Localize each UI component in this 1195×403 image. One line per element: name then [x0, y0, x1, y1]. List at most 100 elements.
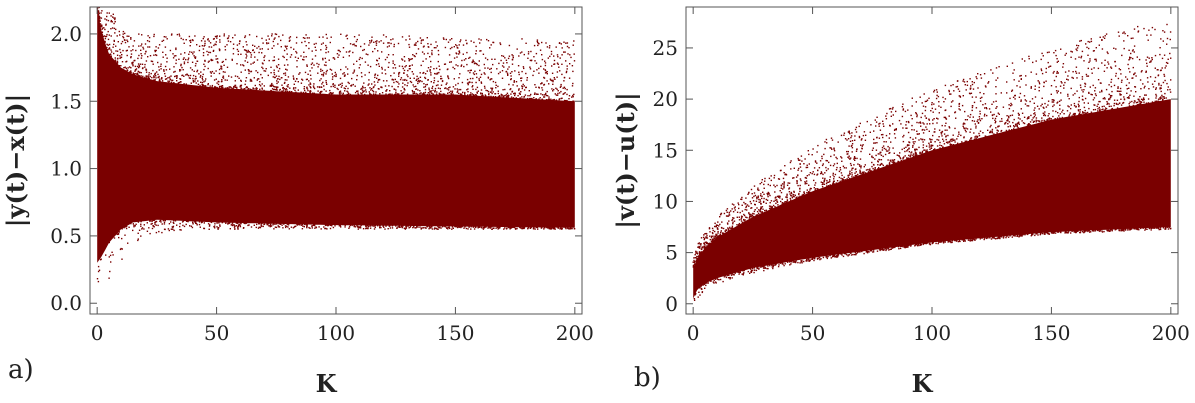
scatter-point — [339, 77, 342, 80]
scatter-point — [374, 76, 376, 79]
scatter-point — [947, 141, 949, 143]
scatter-point — [244, 88, 246, 90]
scatter-point — [934, 148, 936, 150]
scatter-point — [751, 267, 754, 270]
scatter-point — [979, 100, 982, 102]
scatter-point — [798, 193, 800, 196]
scatter-point — [432, 93, 434, 95]
scatter-point — [1147, 39, 1149, 41]
scatter-point — [757, 196, 759, 199]
scatter-point — [280, 223, 282, 225]
scatter-point — [1107, 63, 1110, 65]
scatter-point — [347, 93, 349, 96]
scatter-point — [761, 179, 763, 181]
scatter-point — [1056, 70, 1058, 73]
scatter-point — [420, 92, 422, 94]
scatter-point — [556, 62, 559, 64]
scatter-point — [449, 86, 451, 88]
scatter-point — [1019, 118, 1021, 120]
scatter-point — [141, 63, 144, 65]
scatter-point — [174, 75, 176, 78]
scatter-point — [756, 196, 758, 198]
scatter-point — [1102, 36, 1104, 38]
scatter-point — [780, 187, 782, 189]
scatter-point — [118, 231, 120, 233]
scatter-point — [949, 144, 952, 146]
scatter-point — [743, 201, 745, 204]
scatter-point — [1107, 61, 1109, 63]
scatter-point — [837, 254, 840, 256]
scatter-point — [108, 48, 111, 50]
scatter-point — [1169, 52, 1171, 55]
scatter-point — [1080, 86, 1082, 89]
scatter-point — [207, 54, 209, 56]
scatter-point — [727, 227, 729, 229]
scatter-point — [533, 93, 536, 95]
scatter-point — [412, 225, 415, 227]
scatter-point — [355, 40, 358, 43]
scatter-point — [174, 70, 176, 73]
scatter-point — [511, 226, 513, 229]
scatter-point — [491, 92, 493, 95]
scatter-point — [932, 144, 934, 147]
scatter-point — [887, 247, 890, 250]
scatter-point — [774, 264, 777, 266]
scatter-point — [145, 60, 148, 62]
scatter-point — [138, 75, 141, 77]
scatter-point — [255, 70, 257, 72]
scatter-point — [372, 89, 374, 92]
scatter-point — [1063, 84, 1065, 86]
scatter-point — [893, 133, 896, 135]
scatter-point — [763, 187, 765, 189]
scatter-point — [947, 134, 949, 137]
scatter-point — [693, 259, 695, 262]
scatter-point — [997, 236, 999, 239]
scatter-point — [424, 73, 427, 75]
scatter-point — [395, 93, 397, 95]
scatter-point — [290, 226, 293, 228]
scatter-point — [267, 223, 270, 225]
scatter-point — [469, 56, 471, 59]
scatter-point — [274, 37, 276, 39]
scatter-point — [107, 44, 109, 46]
scatter-point — [437, 49, 440, 52]
scatter-point — [1016, 125, 1018, 128]
scatter-point — [1111, 95, 1113, 97]
scatter-point — [312, 92, 314, 94]
scatter-point — [263, 223, 266, 225]
scatter-point — [447, 41, 450, 43]
scatter-point — [195, 75, 197, 78]
scatter-point — [695, 250, 697, 253]
scatter-point — [902, 140, 905, 143]
scatter-point — [1095, 58, 1097, 60]
scatter-point — [120, 247, 122, 250]
scatter-point — [401, 226, 403, 228]
scatter-point — [216, 86, 218, 89]
scatter-point — [339, 91, 341, 93]
scatter-point — [415, 85, 417, 88]
scatter-point — [144, 43, 147, 45]
scatter-point — [113, 39, 115, 42]
scatter-point — [1087, 102, 1089, 104]
scatter-point — [963, 122, 965, 124]
scatter-point — [440, 75, 442, 78]
scatter-point — [962, 95, 964, 97]
scatter-point — [760, 203, 762, 205]
scatter-point — [948, 127, 951, 129]
scatter-point — [431, 53, 433, 56]
scatter-point — [250, 54, 253, 56]
scatter-point — [196, 70, 198, 73]
scatter-point — [848, 130, 850, 132]
scatter-point — [908, 144, 910, 146]
scatter-point — [463, 59, 466, 61]
scatter-point — [301, 223, 303, 226]
scatter-point — [186, 74, 189, 76]
scatter-point — [1094, 230, 1097, 232]
scatter-point — [753, 210, 756, 213]
scatter-point — [908, 244, 910, 247]
scatter-point — [902, 103, 904, 105]
scatter-point — [774, 186, 776, 188]
scatter-point — [214, 227, 216, 229]
scatter-point — [959, 96, 962, 98]
scatter-point — [1115, 228, 1117, 231]
